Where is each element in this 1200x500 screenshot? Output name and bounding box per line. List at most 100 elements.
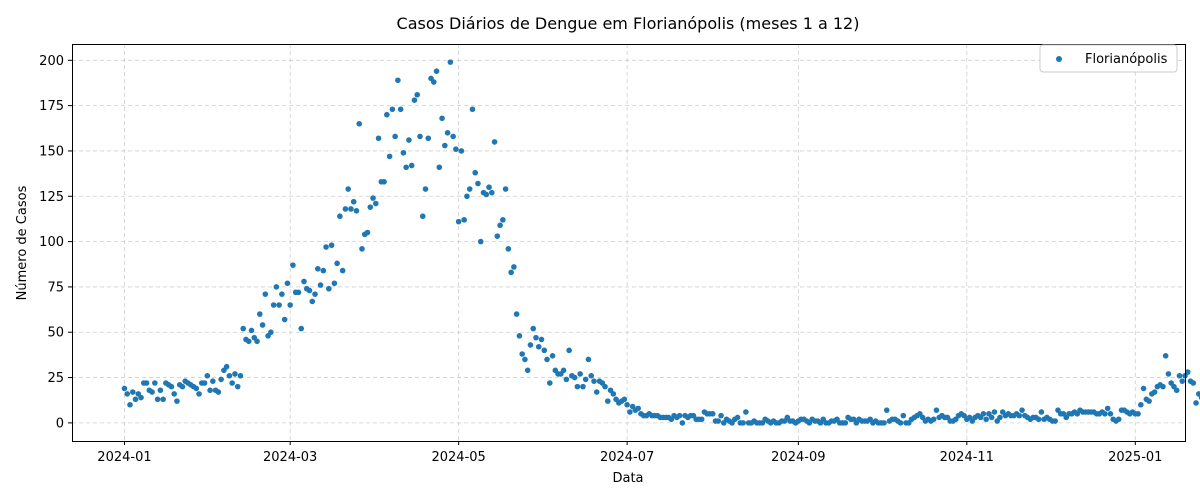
legend: Florianópolis <box>1039 44 1178 73</box>
data-point <box>560 367 567 374</box>
legend-marker <box>1056 56 1062 62</box>
y-tick-label: 75 <box>47 280 64 295</box>
y-axis-label: Número de Casos <box>15 185 30 300</box>
data-point <box>458 148 465 154</box>
data-point <box>138 394 144 401</box>
data-point <box>488 189 495 196</box>
y-tick-label: 200 <box>39 54 64 69</box>
data-point <box>406 137 412 143</box>
data-point <box>295 289 302 296</box>
x-tick-label: 2025-01 <box>1108 450 1162 465</box>
data-points <box>121 59 1200 426</box>
data-point <box>469 106 476 113</box>
data-point <box>676 412 683 419</box>
data-point <box>1193 400 1199 406</box>
data-point <box>201 380 208 386</box>
data-point <box>425 135 432 142</box>
data-point <box>530 325 537 332</box>
data-point <box>1160 383 1166 390</box>
data-point <box>248 327 255 334</box>
data-point <box>1179 378 1186 384</box>
data-point <box>1140 385 1147 392</box>
data-point <box>149 389 155 395</box>
data-point <box>132 396 139 403</box>
data-point <box>1107 411 1114 417</box>
data-point <box>593 389 600 395</box>
data-point <box>204 372 211 379</box>
data-point <box>1184 369 1191 375</box>
data-point <box>743 409 749 415</box>
data-point <box>350 198 357 205</box>
data-point <box>574 383 581 390</box>
data-point <box>395 77 401 84</box>
y-tick-label: 175 <box>39 99 64 114</box>
data-point <box>240 325 247 332</box>
data-point <box>276 302 282 308</box>
data-point <box>342 206 349 212</box>
data-point <box>453 146 459 152</box>
data-point <box>1138 401 1144 408</box>
data-point <box>359 246 365 252</box>
data-point <box>417 133 423 140</box>
data-point <box>1196 391 1200 397</box>
y-tick-label: 50 <box>47 326 64 341</box>
data-point <box>541 347 548 354</box>
data-point <box>384 111 390 118</box>
data-point <box>270 302 277 308</box>
data-point <box>566 347 572 354</box>
data-point <box>419 213 426 220</box>
legend-box <box>1039 44 1178 73</box>
data-point <box>1162 353 1169 359</box>
data-point <box>734 414 741 421</box>
data-point <box>397 106 404 113</box>
data-point <box>524 367 531 374</box>
data-point <box>900 412 907 419</box>
data-point <box>196 391 202 397</box>
data-point <box>345 186 351 192</box>
data-point <box>234 383 241 390</box>
data-point <box>442 142 448 149</box>
y-axis-ticks: 0 25 50 75 100 125 150 175 200 <box>39 54 72 431</box>
data-point <box>121 385 128 392</box>
data-point <box>538 336 545 343</box>
data-point <box>174 398 180 404</box>
data-point <box>709 411 716 417</box>
x-tick-label: 2024-07 <box>600 450 654 465</box>
data-point <box>897 420 904 426</box>
data-point <box>486 184 492 191</box>
data-point <box>232 371 238 377</box>
data-point <box>1146 398 1152 404</box>
data-point <box>464 193 470 200</box>
data-point <box>516 333 523 339</box>
data-point <box>1102 411 1108 417</box>
data-point <box>591 378 597 384</box>
data-point <box>610 391 617 397</box>
data-point <box>513 311 520 317</box>
data-point <box>373 200 379 207</box>
x-tick-label: 2024-11 <box>940 450 994 465</box>
data-point <box>502 186 509 192</box>
data-point <box>168 383 175 390</box>
data-point <box>627 409 633 415</box>
data-point <box>980 411 987 417</box>
data-point <box>171 391 177 397</box>
y-tick-label: 125 <box>39 190 64 205</box>
data-point <box>549 353 556 359</box>
data-point <box>268 329 274 336</box>
plot-frame <box>72 44 1186 442</box>
data-point <box>1173 387 1180 394</box>
data-point <box>226 372 233 379</box>
data-point <box>129 389 136 395</box>
data-point <box>933 407 940 413</box>
data-point <box>475 180 481 187</box>
data-point <box>309 298 316 305</box>
data-point <box>991 409 998 415</box>
data-point <box>127 401 133 408</box>
data-point <box>508 269 514 276</box>
x-tick-label: 2024-09 <box>771 450 825 465</box>
data-point <box>1104 405 1111 412</box>
data-point <box>497 222 503 229</box>
data-point <box>160 396 166 403</box>
